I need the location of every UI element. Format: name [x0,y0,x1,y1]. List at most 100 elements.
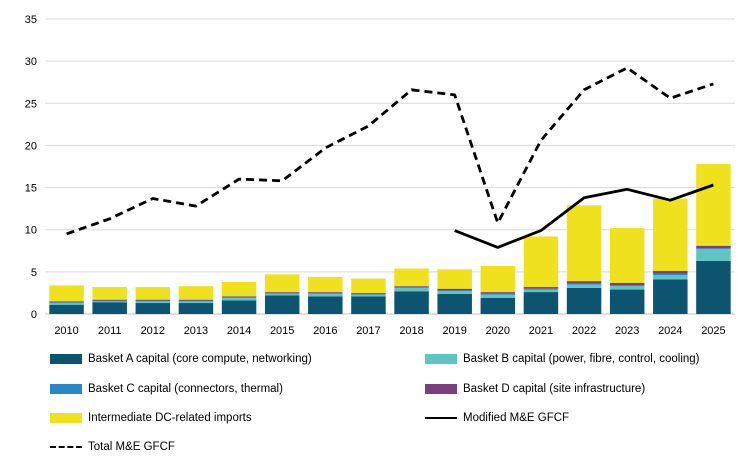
legend-label: Basket D capital (site infrastructure) [463,383,646,395]
bar-segment [221,281,257,297]
bar-segment [566,281,602,284]
bar-segment [92,301,127,303]
bar-segment [49,304,84,314]
legend-item-intermediate-imports: Intermediate DC-related imports [50,410,252,426]
legend-swatch [425,384,457,394]
bar-segment [308,296,343,314]
bar-segment [264,295,300,314]
lines [66,66,714,249]
bar-segment [609,289,645,314]
bar-segment [480,265,516,293]
bar-segment [523,289,559,293]
x-tick-label: 2023 [615,325,639,337]
bar-segment [480,293,516,295]
bar-segment [523,236,559,288]
y-axis-ticks: 0 5 10 15 20 25 30 35 [25,14,37,321]
x-axis-ticks: 2010 2011 2012 2013 2014 2015 2016 2017 2018 2019… [54,325,725,337]
bar-segment [221,296,257,298]
legend-item-modified-gfcf: Modified M&E GFCF [425,410,569,426]
legend-item-basket-c: Basket C capital (connectors, thermal) [50,381,283,397]
legend-swatch [50,354,82,364]
y-tick-label: 0 [31,309,37,321]
bar-segment [92,302,127,314]
legend-line-dashed [50,446,82,448]
bar-segment [92,287,127,300]
legend-label: Total M&E GFCF [88,441,175,453]
y-tick-label: 35 [25,14,37,26]
bar-segment [609,285,645,287]
bar-segment [437,290,472,292]
bar-segment [653,273,688,276]
x-tick-label: 2014 [227,325,251,337]
bar-segment [92,300,127,302]
legend-swatch [425,354,457,364]
bar-segment [49,302,84,304]
bar-segment [308,292,343,293]
x-tick-label: 2017 [356,325,380,337]
bar-segment [696,249,731,261]
legend-item-basket-a: Basket A capital (core compute, networki… [50,351,312,367]
x-tick-label: 2020 [486,325,510,337]
bar-segment [437,291,472,294]
bar-segment [308,293,343,297]
bar-segment [394,268,429,287]
bar-segment [653,279,688,314]
bar-segment [92,299,127,301]
bar-segment [135,287,171,300]
bar-segment [609,286,645,290]
legend-label: Intermediate DC-related imports [88,412,252,424]
bar-segment [178,303,214,314]
x-tick-label: 2010 [54,325,78,337]
bar-segment [696,245,731,249]
y-tick-label: 5 [31,267,37,279]
bars [49,163,731,314]
bar-segment [480,294,516,298]
bar-segment [178,286,214,300]
x-tick-label: 2011 [98,325,122,337]
bar-segment [394,286,429,288]
x-tick-label: 2012 [141,325,165,337]
bar-segment [653,275,688,280]
x-tick-label: 2015 [270,325,294,337]
y-tick-label: 25 [25,98,37,110]
bar-segment [523,292,559,314]
bar-segment [264,292,300,293]
bar-segment [221,297,257,298]
bar-segment [351,293,386,295]
bar-segment [480,292,516,294]
modified-gfcf-line [454,183,714,249]
x-tick-label: 2021 [529,325,553,337]
legend-item-total-gfcf: Total M&E GFCF [50,439,175,455]
bar-segment [351,294,386,297]
bar-segment [49,303,84,305]
bar-segment [264,293,300,296]
bar-segment [264,274,300,293]
legend-item-basket-b: Basket B capital (power, fibre, control,… [425,351,700,367]
bar-segment [437,293,472,314]
legend-swatch [50,413,82,423]
y-tick-label: 20 [25,140,37,152]
x-tick-label: 2025 [701,325,725,337]
x-tick-label: 2016 [313,325,337,337]
bar-segment [566,283,602,285]
bar-segment [49,301,84,303]
x-tick-label: 2013 [184,325,208,337]
bar-segment [394,287,429,288]
y-tick-label: 30 [25,56,37,68]
bar-segment [49,285,84,302]
bar-segment [394,291,429,314]
bar-segment [308,292,343,294]
bar-segment [566,205,602,282]
bar-segment [135,300,171,302]
x-tick-label: 2024 [658,325,682,337]
bar-segment [178,300,214,302]
bar-segment [696,248,731,250]
bar-segment [437,288,472,291]
bar-segment [696,260,731,314]
bar-segment [394,287,429,292]
legend-swatch [50,384,82,394]
bar-segment [437,269,472,289]
bar-segment [351,292,386,294]
